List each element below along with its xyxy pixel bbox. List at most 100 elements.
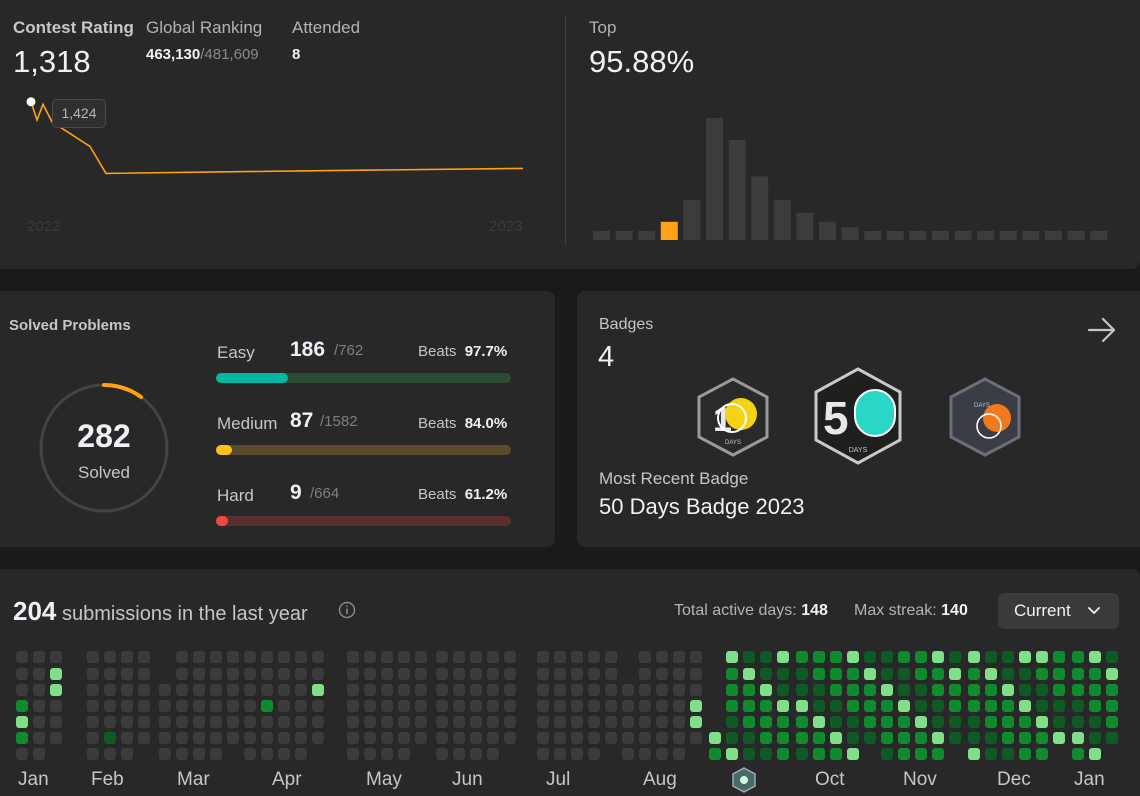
heatmap-cell[interactable] [176,716,188,728]
heatmap-cell[interactable] [295,748,307,760]
heatmap-cell[interactable] [312,716,324,728]
heatmap-cell[interactable] [1089,684,1101,696]
heatmap-cell[interactable] [1053,716,1065,728]
heatmap-cell[interactable] [1036,651,1048,663]
heatmap-cell[interactable] [571,651,583,663]
heatmap-cell[interactable] [1089,716,1101,728]
heatmap-cell[interactable] [743,668,755,680]
heatmap-cell[interactable] [673,668,685,680]
heatmap-cell[interactable] [244,668,256,680]
heatmap-cell[interactable] [881,732,893,744]
heatmap-cell[interactable] [915,716,927,728]
heatmap-cell[interactable] [295,732,307,744]
heatmap-cell[interactable] [898,684,910,696]
heatmap-cell[interactable] [347,700,359,712]
heatmap-cell[interactable] [436,668,448,680]
heatmap-cell[interactable] [104,732,116,744]
heatmap-cell[interactable] [244,684,256,696]
heatmap-cell[interactable] [176,651,188,663]
heatmap-cell[interactable] [690,668,702,680]
heatmap-cell[interactable] [16,668,28,680]
heatmap-cell[interactable] [605,732,617,744]
heatmap-cell[interactable] [949,684,961,696]
heatmap-cell[interactable] [470,732,482,744]
heatmap-cell[interactable] [244,748,256,760]
heatmap-cell[interactable] [847,668,859,680]
heatmap-cell[interactable] [985,700,997,712]
100-days-badge-icon[interactable]: 1 DAYS [693,376,773,458]
heatmap-cell[interactable] [244,732,256,744]
heatmap-cell[interactable] [656,651,668,663]
heatmap-cell[interactable] [760,668,772,680]
heatmap-cell[interactable] [16,732,28,744]
heatmap-cell[interactable] [415,700,427,712]
heatmap-cell[interactable] [847,748,859,760]
heatmap-cell[interactable] [138,700,150,712]
heatmap-cell[interactable] [398,684,410,696]
heatmap-cell[interactable] [968,684,980,696]
heatmap-cell[interactable] [261,732,273,744]
heatmap-cell[interactable] [121,668,133,680]
heatmap-cell[interactable] [210,716,222,728]
heatmap-cell[interactable] [622,748,634,760]
heatmap-cell[interactable] [347,684,359,696]
heatmap-cell[interactable] [985,651,997,663]
heatmap-cell[interactable] [104,651,116,663]
heatmap-cell[interactable] [1002,700,1014,712]
heatmap-cell[interactable] [1036,732,1048,744]
heatmap-cell[interactable] [985,668,997,680]
heatmap-cell[interactable] [985,732,997,744]
heatmap-cell[interactable] [1072,748,1084,760]
heatmap-cell[interactable] [16,716,28,728]
heatmap-cell[interactable] [159,732,171,744]
heatmap-cell[interactable] [639,748,651,760]
heatmap-cell[interactable] [537,748,549,760]
heatmap-cell[interactable] [949,716,961,728]
heatmap-cell[interactable] [760,748,772,760]
heatmap-cell[interactable] [398,732,410,744]
heatmap-cell[interactable] [1106,700,1118,712]
heatmap-cell[interactable] [210,668,222,680]
heatmap-cell[interactable] [398,668,410,680]
heatmap-cell[interactable] [193,651,205,663]
heatmap-cell[interactable] [295,651,307,663]
heatmap-cell[interactable] [381,651,393,663]
heatmap-cell[interactable] [932,700,944,712]
heatmap-cell[interactable] [743,700,755,712]
heatmap-cell[interactable] [415,732,427,744]
heatmap-cell[interactable] [87,716,99,728]
heatmap-cell[interactable] [881,700,893,712]
heatmap-cell[interactable] [33,748,45,760]
heatmap-cell[interactable] [932,668,944,680]
heatmap-cell[interactable] [193,732,205,744]
heatmap-cell[interactable] [537,716,549,728]
heatmap-cell[interactable] [588,668,600,680]
heatmap-cell[interactable] [364,716,376,728]
heatmap-cell[interactable] [193,684,205,696]
heatmap-cell[interactable] [436,716,448,728]
heatmap-cell[interactable] [159,716,171,728]
heatmap-cell[interactable] [932,684,944,696]
heatmap-cell[interactable] [777,732,789,744]
heatmap-cell[interactable] [1053,732,1065,744]
heatmap-cell[interactable] [881,716,893,728]
heatmap-cell[interactable] [881,684,893,696]
heatmap-cell[interactable] [537,732,549,744]
heatmap-cell[interactable] [1106,716,1118,728]
heatmap-cell[interactable] [227,732,239,744]
heatmap-cell[interactable] [453,700,465,712]
heatmap-cell[interactable] [121,684,133,696]
heatmap-cell[interactable] [915,748,927,760]
heatmap-cell[interactable] [381,732,393,744]
heatmap-cell[interactable] [278,748,290,760]
heatmap-cell[interactable] [176,748,188,760]
heatmap-cell[interactable] [949,651,961,663]
heatmap-cell[interactable] [554,716,566,728]
heatmap-cell[interactable] [398,716,410,728]
heatmap-cell[interactable] [1002,748,1014,760]
heatmap-cell[interactable] [210,700,222,712]
heatmap-cell[interactable] [743,716,755,728]
heatmap-cell[interactable] [138,716,150,728]
rating-distribution-chart[interactable] [590,110,1115,242]
heatmap-cell[interactable] [227,700,239,712]
